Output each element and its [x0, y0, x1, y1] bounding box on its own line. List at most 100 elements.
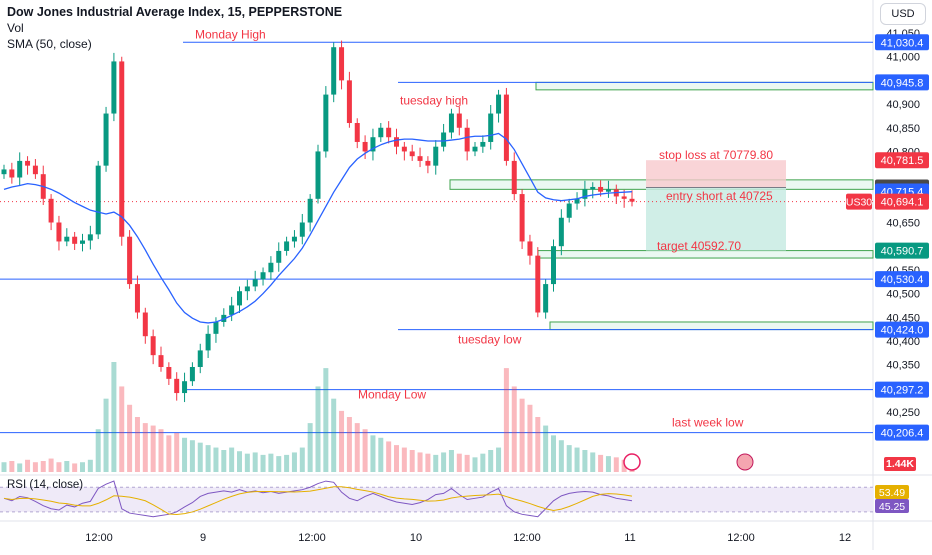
- volume-bar: [394, 445, 399, 472]
- sma-legend[interactable]: SMA (50, close): [7, 37, 92, 51]
- price-tag-label: 40,590.7: [881, 246, 924, 258]
- candle-body[interactable]: [323, 94, 329, 152]
- candle-body[interactable]: [142, 312, 148, 337]
- candle-body[interactable]: [394, 137, 399, 147]
- candle-body[interactable]: [543, 284, 549, 313]
- candle-body[interactable]: [95, 165, 101, 235]
- volume-legend[interactable]: Vol: [7, 21, 24, 35]
- candle-body[interactable]: [276, 250, 282, 263]
- candle-body[interactable]: [189, 366, 195, 382]
- candle-body[interactable]: [291, 236, 297, 242]
- candle-body[interactable]: [621, 196, 627, 199]
- candle-body[interactable]: [598, 186, 604, 192]
- candle-body[interactable]: [80, 240, 85, 244]
- candle-body[interactable]: [111, 61, 117, 114]
- candle-body[interactable]: [32, 165, 38, 175]
- candle-body[interactable]: [166, 366, 172, 379]
- volume-bar: [574, 447, 580, 472]
- candle-body[interactable]: [213, 321, 219, 334]
- candle-body[interactable]: [150, 336, 156, 356]
- currency-button[interactable]: USD: [880, 3, 926, 25]
- candle-body[interactable]: [315, 151, 321, 199]
- candle-body[interactable]: [87, 234, 93, 241]
- candle-body[interactable]: [260, 272, 266, 280]
- candle-body[interactable]: [464, 127, 470, 152]
- candle-body[interactable]: [119, 61, 125, 237]
- candle-body[interactable]: [409, 151, 415, 157]
- candle-body[interactable]: [182, 381, 188, 394]
- candle-body[interactable]: [441, 132, 447, 147]
- candle-body[interactable]: [472, 146, 478, 152]
- candle-body[interactable]: [299, 222, 305, 237]
- candle-body[interactable]: [1, 169, 7, 175]
- candle-body[interactable]: [496, 94, 502, 114]
- rsi-legend[interactable]: RSI (14, close): [7, 479, 84, 491]
- volume-bar: [111, 362, 117, 472]
- candle-body[interactable]: [205, 333, 211, 351]
- volume-bar: [244, 453, 250, 472]
- volume-bar: [605, 456, 611, 472]
- candle-body[interactable]: [566, 203, 572, 218]
- candle-body[interactable]: [9, 169, 15, 178]
- volume-bar: [127, 404, 133, 472]
- candle-body[interactable]: [127, 236, 133, 285]
- lightning-event-icon[interactable]: [623, 453, 641, 471]
- candle-body[interactable]: [354, 123, 360, 142]
- candle-body[interactable]: [629, 198, 635, 202]
- candle-body[interactable]: [401, 146, 407, 152]
- candle-body[interactable]: [582, 189, 588, 199]
- candle-body[interactable]: [284, 241, 290, 251]
- candle-body[interactable]: [511, 160, 517, 195]
- candle-body[interactable]: [386, 127, 392, 138]
- candle-body[interactable]: [174, 378, 180, 394]
- candle-body[interactable]: [158, 355, 164, 367]
- candle-body[interactable]: [48, 198, 54, 223]
- candle-body[interactable]: [370, 137, 376, 152]
- candle-body[interactable]: [456, 113, 462, 128]
- candle-body[interactable]: [527, 241, 533, 256]
- candle-body[interactable]: [229, 305, 235, 315]
- candle-body[interactable]: [25, 160, 31, 166]
- candle-body[interactable]: [103, 113, 109, 166]
- candle-body[interactable]: [574, 198, 580, 204]
- candle-body[interactable]: [433, 146, 439, 166]
- candle-body[interactable]: [488, 113, 494, 142]
- candle-body[interactable]: [72, 236, 78, 244]
- candle-body[interactable]: [425, 160, 431, 166]
- symbol-title[interactable]: Dow Jones Industrial Average Index, 15, …: [7, 5, 343, 19]
- volume-bar: [103, 398, 109, 472]
- candle-body[interactable]: [339, 47, 345, 81]
- candle-body[interactable]: [64, 236, 70, 242]
- candle-body[interactable]: [244, 286, 250, 292]
- candle-body[interactable]: [417, 156, 423, 161]
- candle-body[interactable]: [307, 198, 313, 223]
- candle-body[interactable]: [590, 186, 596, 190]
- candle-body[interactable]: [346, 80, 352, 124]
- candle-body[interactable]: [56, 222, 62, 242]
- candle-body[interactable]: [503, 94, 509, 161]
- zone-3[interactable]: [549, 321, 874, 331]
- us-flag-event-icon[interactable]: [736, 453, 754, 471]
- candle-body[interactable]: [448, 113, 454, 133]
- candle-body[interactable]: [331, 47, 337, 95]
- candle-body[interactable]: [134, 284, 140, 313]
- candle-body[interactable]: [535, 255, 541, 313]
- candle-body[interactable]: [378, 127, 384, 138]
- candle-body[interactable]: [558, 217, 564, 247]
- price-tag: [875, 242, 929, 259]
- stop-loss-zone[interactable]: [646, 160, 786, 188]
- candle-body[interactable]: [268, 262, 274, 273]
- candle-body[interactable]: [480, 141, 486, 147]
- take-profit-zone[interactable]: [646, 187, 786, 251]
- candle-body[interactable]: [252, 279, 258, 287]
- candle-body[interactable]: [237, 291, 242, 306]
- candle-body[interactable]: [551, 246, 556, 285]
- candle-body[interactable]: [197, 350, 203, 367]
- candle-body[interactable]: [17, 160, 23, 178]
- candle-body[interactable]: [605, 189, 611, 192]
- zone-0[interactable]: [535, 81, 874, 91]
- candle-body[interactable]: [362, 141, 368, 152]
- candle-body[interactable]: [519, 194, 525, 242]
